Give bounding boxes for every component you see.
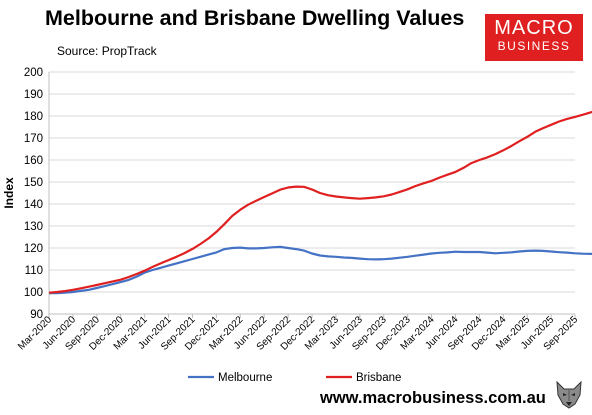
- series-line-melbourne: [49, 245, 592, 295]
- macrobusiness-logo: MACRO BUSINESS: [485, 14, 583, 61]
- logo-line-2: BUSINESS: [497, 39, 571, 53]
- website-url: www.macrobusiness.com.au: [320, 389, 546, 407]
- y-tick-label: 190: [24, 89, 43, 101]
- wolf-icon: [556, 380, 582, 409]
- chart-title: Melbourne and Brisbane Dwelling Values: [45, 6, 465, 30]
- y-tick-label: 130: [24, 221, 43, 233]
- y-tick-label: 150: [24, 177, 43, 189]
- y-tick-label: 170: [24, 133, 43, 145]
- x-tick-labels: Mar-2020Jun-2020Sep-2020Dec-2020Mar-2021…: [16, 314, 580, 353]
- grid-lines: [49, 71, 575, 293]
- y-tick-labels: 90 100 110 120 130 140 150 160 170 180 190 200: [24, 67, 43, 321]
- y-tick-label: 180: [24, 111, 43, 123]
- logo-line-1: MACRO: [494, 17, 574, 39]
- legend-label-brisbane: Brisbane: [356, 372, 401, 384]
- y-tick-label: 140: [24, 199, 43, 211]
- legend-label-melbourne: Melbourne: [218, 372, 272, 384]
- y-tick-label: 200: [24, 67, 43, 79]
- axes: [48, 72, 576, 318]
- y-tick-label: 160: [24, 155, 43, 167]
- y-tick-label: 120: [24, 243, 43, 255]
- legend: Melbourne Brisbane: [188, 372, 401, 384]
- y-tick-label: 100: [24, 287, 43, 299]
- series-lines: [48, 110, 592, 295]
- y-axis-label: Index: [2, 177, 16, 209]
- y-tick-label: 110: [25, 265, 43, 277]
- y-tick-label: 90: [30, 309, 43, 321]
- series-line-brisbane: [48, 110, 592, 294]
- chart-source: Source: PropTrack: [57, 44, 157, 58]
